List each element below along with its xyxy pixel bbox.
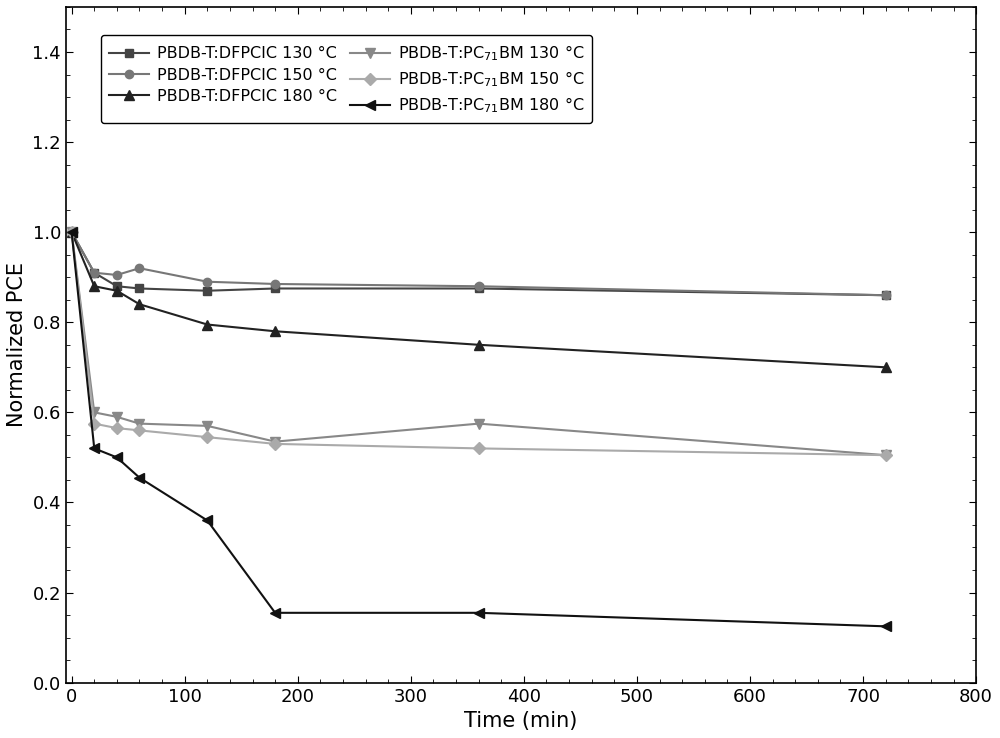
- PBDB-T:PC$_{71}$BM 150 °C: [880, 451, 892, 460]
- PBDB-T:PC$_{71}$BM 180 °C: [88, 444, 100, 453]
- X-axis label: Time (min): Time (min): [464, 711, 578, 731]
- PBDB-T:PC$_{71}$BM 180 °C: [111, 453, 123, 462]
- PBDB-T:PC$_{71}$BM 150 °C: [473, 444, 485, 453]
- PBDB-T:PC$_{71}$BM 180 °C: [133, 473, 145, 482]
- PBDB-T:DFPCIC 150 °C: [201, 277, 213, 286]
- PBDB-T:DFPCIC 180 °C: [133, 300, 145, 308]
- Line: PBDB-T:PC$_{71}$BM 180 °C: PBDB-T:PC$_{71}$BM 180 °C: [67, 227, 891, 631]
- PBDB-T:DFPCIC 130 °C: [880, 291, 892, 300]
- PBDB-T:DFPCIC 130 °C: [111, 282, 123, 291]
- PBDB-T:DFPCIC 150 °C: [880, 291, 892, 300]
- Y-axis label: Normalized PCE: Normalized PCE: [7, 262, 27, 427]
- PBDB-T:PC$_{71}$BM 150 °C: [269, 439, 281, 448]
- PBDB-T:PC$_{71}$BM 150 °C: [66, 228, 78, 237]
- PBDB-T:PC$_{71}$BM 180 °C: [66, 228, 78, 237]
- PBDB-T:PC$_{71}$BM 130 °C: [269, 437, 281, 446]
- PBDB-T:PC$_{71}$BM 180 °C: [201, 516, 213, 525]
- PBDB-T:PC$_{71}$BM 150 °C: [133, 426, 145, 435]
- PBDB-T:DFPCIC 130 °C: [66, 228, 78, 237]
- PBDB-T:DFPCIC 180 °C: [269, 327, 281, 336]
- PBDB-T:PC$_{71}$BM 180 °C: [880, 622, 892, 631]
- PBDB-T:DFPCIC 150 °C: [111, 271, 123, 280]
- PBDB-T:DFPCIC 130 °C: [133, 284, 145, 293]
- Line: PBDB-T:DFPCIC 130 °C: PBDB-T:DFPCIC 130 °C: [67, 228, 890, 300]
- PBDB-T:PC$_{71}$BM 150 °C: [201, 432, 213, 441]
- PBDB-T:PC$_{71}$BM 130 °C: [88, 408, 100, 417]
- Line: PBDB-T:DFPCIC 180 °C: PBDB-T:DFPCIC 180 °C: [67, 227, 891, 372]
- PBDB-T:DFPCIC 180 °C: [880, 363, 892, 372]
- PBDB-T:PC$_{71}$BM 130 °C: [111, 413, 123, 421]
- PBDB-T:PC$_{71}$BM 180 °C: [473, 608, 485, 617]
- PBDB-T:PC$_{71}$BM 130 °C: [201, 421, 213, 430]
- PBDB-T:DFPCIC 150 °C: [269, 280, 281, 289]
- PBDB-T:PC$_{71}$BM 180 °C: [269, 608, 281, 617]
- PBDB-T:PC$_{71}$BM 130 °C: [473, 419, 485, 428]
- PBDB-T:DFPCIC 150 °C: [66, 228, 78, 237]
- PBDB-T:DFPCIC 130 °C: [269, 284, 281, 293]
- Line: PBDB-T:PC$_{71}$BM 150 °C: PBDB-T:PC$_{71}$BM 150 °C: [67, 228, 890, 459]
- PBDB-T:DFPCIC 130 °C: [201, 286, 213, 295]
- PBDB-T:DFPCIC 130 °C: [88, 269, 100, 277]
- PBDB-T:PC$_{71}$BM 130 °C: [880, 451, 892, 460]
- PBDB-T:DFPCIC 150 °C: [473, 282, 485, 291]
- Line: PBDB-T:DFPCIC 150 °C: PBDB-T:DFPCIC 150 °C: [67, 228, 890, 300]
- Line: PBDB-T:PC$_{71}$BM 130 °C: PBDB-T:PC$_{71}$BM 130 °C: [67, 227, 891, 460]
- PBDB-T:DFPCIC 180 °C: [66, 228, 78, 237]
- PBDB-T:DFPCIC 130 °C: [473, 284, 485, 293]
- PBDB-T:PC$_{71}$BM 150 °C: [88, 419, 100, 428]
- PBDB-T:DFPCIC 180 °C: [201, 320, 213, 329]
- PBDB-T:PC$_{71}$BM 130 °C: [66, 228, 78, 237]
- PBDB-T:DFPCIC 150 °C: [88, 269, 100, 277]
- PBDB-T:DFPCIC 180 °C: [111, 286, 123, 295]
- Legend: PBDB-T:DFPCIC 130 °C, PBDB-T:DFPCIC 150 °C, PBDB-T:DFPCIC 180 °C, PBDB-T:PC$_{71: PBDB-T:DFPCIC 130 °C, PBDB-T:DFPCIC 150 …: [101, 35, 592, 123]
- PBDB-T:DFPCIC 180 °C: [88, 282, 100, 291]
- PBDB-T:PC$_{71}$BM 150 °C: [111, 424, 123, 432]
- PBDB-T:PC$_{71}$BM 130 °C: [133, 419, 145, 428]
- PBDB-T:DFPCIC 180 °C: [473, 340, 485, 349]
- PBDB-T:DFPCIC 150 °C: [133, 263, 145, 272]
